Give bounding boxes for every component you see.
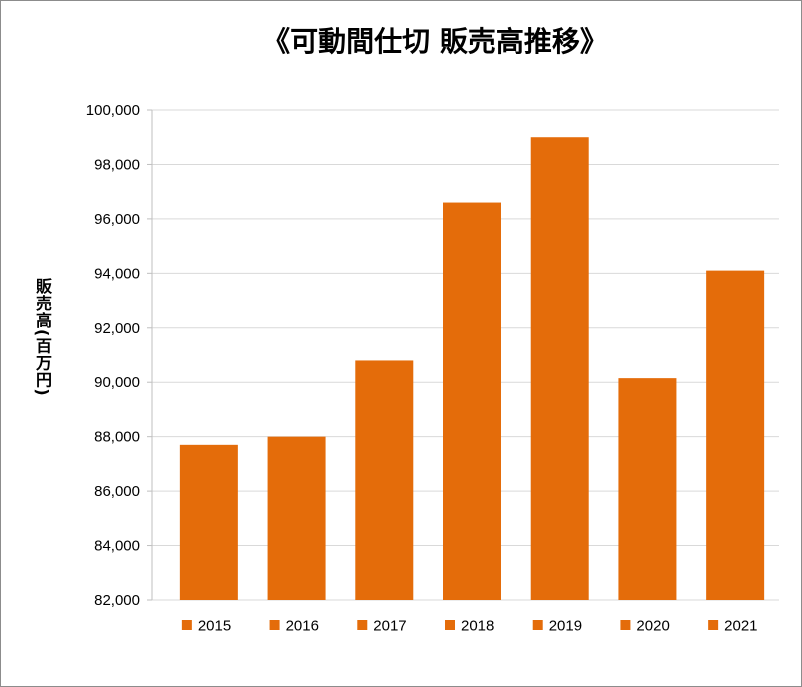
bar-2020 <box>618 378 677 600</box>
bar-2017 <box>355 360 414 600</box>
bars <box>179 137 765 601</box>
y-tick-label: 88,000 <box>94 429 140 446</box>
legend-swatch <box>445 620 455 630</box>
legend-item-2019: 2019 <box>532 618 582 635</box>
legend-label: 2018 <box>461 618 494 635</box>
y-tick-label: 100,000 <box>86 102 140 119</box>
legend-swatch <box>181 620 192 630</box>
legend: 2015 2016 2017 2018 2019 2020 2021 <box>181 618 758 635</box>
legend-label: 2021 <box>724 618 757 635</box>
bar-2015 <box>179 444 238 600</box>
legend-item-2015: 2015 <box>181 618 231 635</box>
legend-swatch <box>269 620 280 630</box>
y-tick-label: 98,000 <box>94 156 140 173</box>
y-tick-label: 86,000 <box>94 483 140 500</box>
y-tick-label: 84,000 <box>94 538 140 555</box>
legend-label: 2017 <box>373 618 406 635</box>
y-tick-label: 94,000 <box>94 265 140 282</box>
y-tick-label: 90,000 <box>94 374 140 391</box>
y-axis-label: 販売高(百万円) <box>33 278 52 397</box>
legend-item-2016: 2016 <box>269 618 319 635</box>
y-tick-label: 96,000 <box>94 211 140 228</box>
legend-swatch <box>532 620 543 630</box>
legend-label: 2016 <box>286 618 319 635</box>
bar-2019 <box>530 137 589 600</box>
legend-item-2021: 2021 <box>708 618 758 635</box>
legend-item-2017: 2017 <box>357 618 407 635</box>
y-tick-label: 92,000 <box>94 320 140 337</box>
bar-2018 <box>443 202 501 601</box>
y-tick-label: 82,000 <box>94 592 140 609</box>
legend-label: 2020 <box>636 618 669 635</box>
y-axis <box>147 109 153 601</box>
bar-2016 <box>267 436 326 600</box>
legend-swatch <box>620 620 631 630</box>
legend-label: 2015 <box>198 618 231 635</box>
legend-item-2018: 2018 <box>445 618 494 635</box>
legend-swatch <box>708 620 719 630</box>
legend-swatch <box>357 620 368 630</box>
legend-label: 2019 <box>549 618 582 635</box>
legend-item-2020: 2020 <box>620 618 670 635</box>
y-tick-labels: 82,000 84,000 86,000 88,000 90,000 92,000 94,0… <box>86 102 140 609</box>
chart-title: 《可動間仕切 販売高推移》 <box>262 25 608 58</box>
bar-2021 <box>706 270 765 600</box>
